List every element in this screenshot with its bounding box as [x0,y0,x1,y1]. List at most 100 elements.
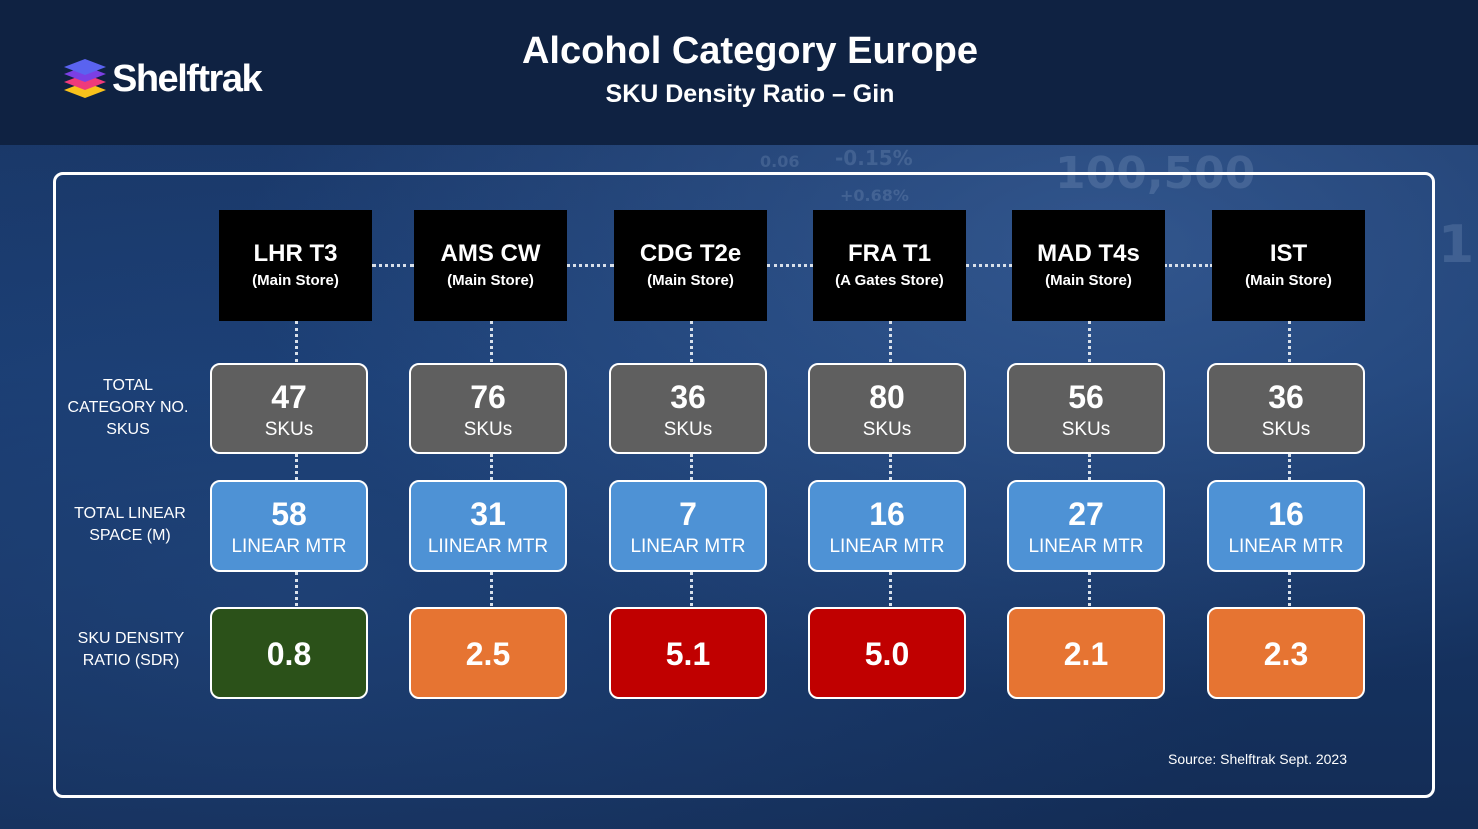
background-number: +0.68% [840,186,909,205]
store-header: LHR T3 (Main Store) [219,210,372,321]
connector-line [1088,572,1091,606]
connector-line [889,321,892,362]
store-name: CDG T2e [639,240,742,267]
linear-space-box: 7 LINEAR MTR [609,480,767,572]
source-note: Source: Shelftrak Sept. 2023 [1168,751,1347,767]
sdr-value: 5.0 [864,636,910,672]
store-name: AMS CW [440,240,541,267]
sku-count-value: 47 [271,379,307,415]
connector-line [690,454,693,480]
linear-space-unit: LINEAR MTR [1028,536,1144,557]
connector-line [690,572,693,606]
connector-line [1088,454,1091,480]
sdr-box: 0.8 [210,607,368,699]
linear-space-box: 58 LINEAR MTR [210,480,368,572]
header-bar: Shelftrak Alcohol Category Europe SKU De… [0,0,1478,145]
linear-space-unit: LINEAR MTR [829,536,945,557]
background-number: 0.06 [760,152,800,171]
row-label-line: RATIO (SDR) [82,652,180,669]
store-header: IST (Main Store) [1212,210,1365,321]
linear-space-value: 7 [679,496,697,532]
row-label-total-skus: TOTAL CATEGORY NO. SKUS [53,375,203,441]
sdr-box: 5.0 [808,607,966,699]
page-subtitle: SKU Density Ratio – Gin [605,80,895,108]
row-label-sdr: SKU DENSITY RATIO (SDR) [56,628,206,672]
row-label-line: TOTAL [102,377,154,394]
connector-line [1088,321,1091,362]
sdr-value: 5.1 [665,636,711,672]
sku-count-box: 36 SKUs [1207,363,1365,454]
connector-line [690,321,693,362]
connector-line [566,264,614,267]
sku-count-value: 76 [470,379,506,415]
sdr-value: 2.3 [1263,636,1309,672]
linear-space-value: 58 [271,496,307,532]
connector-line [295,572,298,606]
sku-count-unit: SKUs [463,419,513,440]
sku-count-unit: SKUs [663,419,713,440]
logo-wordmark: Shelftrak [112,58,263,100]
store-name: IST [1269,240,1308,267]
store-type: (Main Store) [1045,272,1132,289]
store-name: FRA T1 [847,240,932,267]
store-name: LHR T3 [253,240,338,267]
sdr-value: 2.1 [1063,636,1109,672]
connector-line [889,454,892,480]
linear-space-value: 31 [470,496,506,532]
store-type: (Main Store) [647,272,734,289]
linear-space-box: 27 LINEAR MTR [1007,480,1165,572]
linear-space-unit: LINEAR MTR [1228,536,1344,557]
row-label-line: TOTAL LINEAR [74,505,186,522]
store-header: FRA T1 (A Gates Store) [813,210,966,321]
linear-space-box: 31 LIINEAR MTR [409,480,567,572]
connector-line [889,572,892,606]
sku-count-unit: SKUs [1261,419,1311,440]
linear-space-box: 16 LINEAR MTR [1207,480,1365,572]
store-type: (Main Store) [1245,272,1332,289]
shelftrak-logo: Shelftrak [60,56,290,106]
background-number: -0.15% [835,146,913,170]
sdr-box: 2.1 [1007,607,1165,699]
background-number: 12 [1438,215,1478,275]
sku-count-unit: SKUs [264,419,314,440]
connector-line [1288,321,1291,362]
sku-count-box: 47 SKUs [210,363,368,454]
sdr-box: 2.3 [1207,607,1365,699]
store-header: MAD T4s (Main Store) [1012,210,1165,321]
sdr-value: 0.8 [266,636,312,672]
sku-count-value: 36 [1268,379,1304,415]
sdr-box: 5.1 [609,607,767,699]
linear-space-unit: LINEAR MTR [630,536,746,557]
connector-line [767,264,813,267]
stack-logo-icon [64,59,106,98]
store-header: CDG T2e (Main Store) [614,210,767,321]
sku-count-box: 80 SKUs [808,363,966,454]
sdr-value: 2.5 [465,636,511,672]
connector-line [1288,572,1291,606]
sku-count-box: 76 SKUs [409,363,567,454]
sku-count-value: 36 [670,379,706,415]
connector-line [1288,454,1291,480]
content-panel [53,172,1435,798]
row-label-line: SPACE (M) [89,527,171,544]
row-label-linear-space: TOTAL LINEAR SPACE (M) [55,503,205,547]
store-header: AMS CW (Main Store) [414,210,567,321]
linear-space-unit: LIINEAR MTR [427,536,549,557]
store-name: MAD T4s [1037,240,1140,267]
linear-space-unit: LINEAR MTR [231,536,347,557]
connector-line [490,572,493,606]
linear-space-value: 16 [869,496,905,532]
linear-space-value: 27 [1068,496,1104,532]
store-type: (A Gates Store) [835,272,944,289]
page-title: Alcohol Category Europe [521,30,979,72]
connector-line [490,321,493,362]
row-label-line: CATEGORY NO. [67,399,189,416]
row-label-line: SKUS [106,421,150,438]
sdr-box: 2.5 [409,607,567,699]
connector-line [490,454,493,480]
connector-line [295,321,298,362]
store-type: (Main Store) [447,272,534,289]
connector-line [372,264,414,267]
connector-line [1164,264,1213,267]
store-type: (Main Store) [252,272,339,289]
